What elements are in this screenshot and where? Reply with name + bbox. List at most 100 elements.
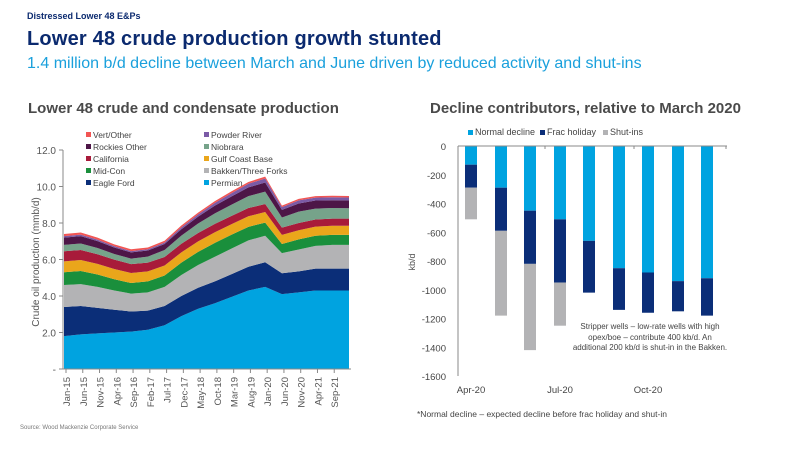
legend-swatch [86,156,91,161]
right-y-tick-label: -1600 [422,372,446,383]
bar-frac-holiday [495,187,507,231]
legend-item-california: California [86,154,129,164]
legend-item-eagle-ford: Eagle Ford [86,178,135,188]
bar-stack-aug-20 [583,146,595,293]
bar-frac-holiday [465,164,477,188]
left-x-tick-label: Apr-16 [112,377,123,406]
area-gulf-coast-base [64,212,349,284]
legend-label: Shut-ins [610,127,644,137]
legend-item-vert-other: Vert/Other [86,130,132,140]
left-x-tick-label: Oct-18 [213,377,224,406]
right-y-tick-label: -600 [427,228,446,239]
legend-swatch [204,132,209,137]
legend-label: Powder River [211,130,262,140]
bar-frac-holiday [642,272,654,313]
legend-item-shut-ins: Shut-ins [603,127,644,137]
bar-shut-ins [495,230,507,316]
left-x-tick-label: Jan-20 [263,377,274,406]
legend-item-powder-river: Powder River [204,130,262,140]
page-title: Lower 48 crude production growth stunted [27,28,442,50]
left-y-tick-label: 4.0 [42,292,56,303]
left-x-tick-label: Aug-19 [246,377,257,408]
bar-normal-decline [583,146,595,241]
area-eagle-ford [64,262,349,337]
bar-frac-holiday [583,240,595,293]
bar-stack-may-20 [495,146,507,316]
legend-swatch [86,168,91,173]
bar-normal-decline [524,146,536,211]
legend-swatch [86,180,91,185]
left-y-tick-label: - [53,365,56,376]
right-y-tick-label: 0 [441,142,446,153]
area-niobrara [64,191,349,265]
right-chart-axes: 0 -200 -400 -600 -800 -1000 -1200 -1400 -1600 Apr… [422,142,727,396]
bar-stack-nov-20 [672,146,684,312]
left-y-tick-label: 6.0 [42,256,56,267]
right-x-tick-label: Apr-20 [457,385,486,396]
right-y-tick-label: -200 [427,171,446,182]
bar-frac-holiday [524,210,536,264]
bar-shut-ins [465,187,477,220]
legend-item-bakken-three-forks: Bakken/Three Forks [204,166,288,176]
legend-label: Normal decline [475,127,535,137]
left-x-tick-label: Nov-20 [297,377,308,408]
bar-normal-decline [672,146,684,282]
left-y-tick-label: 12.0 [37,146,57,157]
area-permian [64,286,349,369]
right-y-tick-label: -1000 [422,286,446,297]
legend-item-rockies-other: Rockies Other [86,142,147,152]
bar-normal-decline [613,146,625,269]
legend-label: Gulf Coast Base [211,154,273,164]
bar-frac-holiday [613,268,625,310]
right-chart-title: Decline contributors, relative to March … [430,100,741,117]
bar-stack-apr-20 [465,146,477,220]
right-chart-y-axis-label: kb/d [407,253,417,270]
page-subtitle: 1.4 million b/d decline between March an… [27,55,642,72]
legend-item-normal-decline: Normal decline [468,127,535,137]
bar-normal-decline [495,146,507,188]
stripper-wells-annotation: Stripper wells – low-rate wells with hig… [572,322,728,352]
left-x-tick-label: Sep-16 [129,377,140,408]
right-y-tick-label: -1400 [422,343,446,354]
area-bakken-three-forks [64,235,349,312]
left-x-tick-label: Sep-21 [330,377,341,408]
left-y-tick-label: 8.0 [42,219,56,230]
bar-stack-jun-20 [524,146,536,351]
left-chart-legend: Vert/Other Powder River Rockies Other Niobr… [86,130,288,188]
area-mid-con [64,222,349,294]
legend-label: Niobrara [211,142,244,152]
section-kicker: Distressed Lower 48 E&Ps [27,11,141,21]
legend-label: Bakken/Three Forks [211,166,288,176]
bar-frac-holiday [701,278,713,316]
bar-stack-jul-20 [554,146,566,326]
left-x-tick-label: Mar-19 [230,377,241,407]
left-x-tick-label: Apr-21 [313,377,324,406]
left-y-tick-label: 10.0 [37,183,57,194]
left-chart-axes: - 2.0 4.0 6.0 8.0 10.0 12.0 Jan-15 Jun-15 Nov-15 A… [37,146,351,409]
legend-label: Mid-Con [93,166,125,176]
legend-swatch [204,168,209,173]
area-layers [64,176,349,369]
bar-normal-decline [642,146,654,273]
left-x-tick-label: Jan-15 [62,377,73,406]
source-note: Source: Wood Mackenzie Corporate Service [20,425,139,431]
left-x-tick-label: Nov-15 [96,377,107,408]
legend-swatch [204,144,209,149]
bar-frac-holiday [672,281,684,312]
right-y-tick-label: -1200 [422,315,446,326]
legend-swatch [603,130,608,135]
left-x-tick-label: May-18 [196,377,207,409]
legend-item-permian: Permian [204,178,243,188]
legend-swatch [468,130,473,135]
legend-label: Vert/Other [93,130,132,140]
bar-normal-decline [465,146,477,165]
left-x-tick-label: Jun-20 [280,377,291,406]
bar-stack-sep-20 [613,146,625,310]
right-chart-legend: Normal decline Frac holiday Shut-ins [468,127,644,137]
right-y-tick-label: -800 [427,257,446,268]
legend-swatch [86,144,91,149]
bar-stacks [465,146,713,351]
bar-frac-holiday [554,219,566,283]
legend-label: Permian [211,178,243,188]
legend-swatch [540,130,545,135]
